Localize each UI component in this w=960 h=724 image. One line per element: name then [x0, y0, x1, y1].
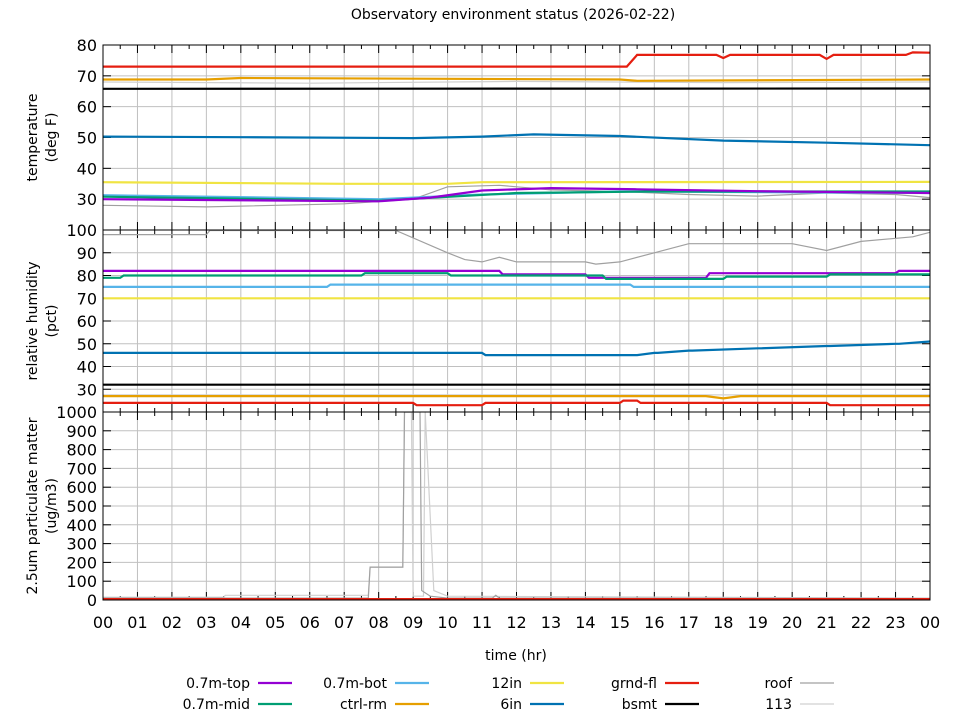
panel-0: 30 40 50 60 70 80 temperature(deg F)	[25, 36, 930, 230]
legend-item: roof	[764, 676, 834, 692]
x-tick-label: 10	[437, 613, 457, 632]
x-tick-label: 22	[851, 613, 871, 632]
x-tick-label: 04	[231, 613, 251, 632]
x-tick-label: 20	[782, 613, 802, 632]
legend-item: 0.7m-mid	[183, 697, 292, 713]
x-tick-label: 11	[472, 613, 492, 632]
x-tick-label: 00	[93, 613, 113, 632]
x-tick-label: 14	[575, 613, 595, 632]
x-tick-labels: 00 01 02 03 04 05 06 07 08 09 10 11 12 13 14 15 16 17 18 19…	[93, 613, 940, 632]
x-tick-label: 19	[748, 613, 768, 632]
y-tick-label: 40	[77, 159, 97, 178]
y-tick-label: 0	[87, 591, 97, 610]
y-tick-label: 100	[66, 221, 97, 240]
y-tick-label: 100	[66, 572, 97, 591]
y-axis-label: 2.5um particulate matter	[25, 417, 41, 594]
legend-label: ctrl-rm	[340, 697, 387, 713]
y-tick-label: 900	[66, 422, 97, 441]
legend-label: 0.7m-top	[186, 676, 250, 692]
y-tick-label: 50	[77, 129, 97, 148]
panel-1: 30 40 50 60 70 80 90 100 relative humidity(pct)	[25, 221, 930, 412]
y-tick-label: 60	[77, 98, 97, 117]
legend-label: 12in	[491, 676, 522, 692]
x-tick-label: 15	[610, 613, 630, 632]
y-tick-label: 50	[77, 335, 97, 354]
x-tick-label: 17	[679, 613, 699, 632]
legend-label: grnd-fl	[611, 676, 657, 692]
x-tick-label: 23	[885, 613, 905, 632]
y-tick-label: 600	[66, 478, 97, 497]
x-tick-label: 06	[300, 613, 320, 632]
y-tick-label: 1000	[56, 403, 97, 422]
y-tick-label: 70	[77, 67, 97, 86]
y-axis-label: (ug/m3)	[44, 478, 60, 534]
y-tick-label: 40	[77, 358, 97, 377]
x-tick-label: 21	[816, 613, 836, 632]
x-axis-label: time (hr)	[485, 648, 547, 664]
legend-item: 0.7m-bot	[323, 676, 429, 692]
legend-label: 113	[765, 697, 792, 713]
legend-label: 0.7m-bot	[323, 676, 387, 692]
x-tick-label: 00	[920, 613, 940, 632]
legend-label: 0.7m-mid	[183, 697, 250, 713]
legend-item: 12in	[491, 676, 564, 692]
legend-label: bsmt	[622, 697, 658, 713]
y-tick-label: 500	[66, 497, 97, 516]
y-tick-label: 800	[66, 441, 97, 460]
legend-label: roof	[764, 676, 793, 692]
y-tick-label: 200	[66, 553, 97, 572]
x-tick-label: 18	[713, 613, 733, 632]
y-tick-label: 80	[77, 267, 97, 286]
x-tick-label: 12	[506, 613, 526, 632]
x-tick-label: 05	[265, 613, 285, 632]
x-tick-label: 02	[162, 613, 182, 632]
y-axis-label: (pct)	[44, 305, 60, 338]
y-tick-label: 700	[66, 459, 97, 478]
x-tick-label: 03	[196, 613, 216, 632]
y-axis-label: (deg F)	[44, 113, 60, 163]
x-tick-label: 01	[127, 613, 147, 632]
y-tick-label: 80	[77, 36, 97, 55]
legend-item: bsmt	[622, 697, 699, 713]
y-tick-label: 300	[66, 535, 97, 554]
legend: 0.7m-top 0.7m-mid 0.7m-bot ctrl-rm 12in 6in gr…	[183, 676, 834, 713]
y-tick-label: 90	[77, 244, 97, 263]
chart-title: Observatory environment status (2026-02-…	[351, 7, 675, 23]
y-tick-label: 30	[77, 380, 97, 399]
legend-item: grnd-fl	[611, 676, 699, 692]
y-tick-label: 60	[77, 312, 97, 331]
legend-item: ctrl-rm	[340, 697, 429, 713]
x-tick-label: 16	[644, 613, 664, 632]
legend-item: 6in	[500, 697, 564, 713]
x-tick-label: 13	[541, 613, 561, 632]
x-tick-label: 09	[403, 613, 423, 632]
y-axis-label: relative humidity	[25, 261, 41, 380]
legend-item: 0.7m-top	[186, 676, 292, 692]
x-tick-label: 07	[334, 613, 354, 632]
legend-label: 6in	[500, 697, 522, 713]
y-axis-label: temperature	[25, 94, 41, 182]
y-tick-label: 70	[77, 289, 97, 308]
legend-item: 113	[765, 697, 834, 713]
panels: 30 40 50 60 70 80 temperature(deg F) 30 40 50 60 70…	[25, 36, 940, 632]
x-tick-label: 08	[368, 613, 388, 632]
y-tick-label: 30	[77, 190, 97, 209]
y-tick-label: 400	[66, 516, 97, 535]
